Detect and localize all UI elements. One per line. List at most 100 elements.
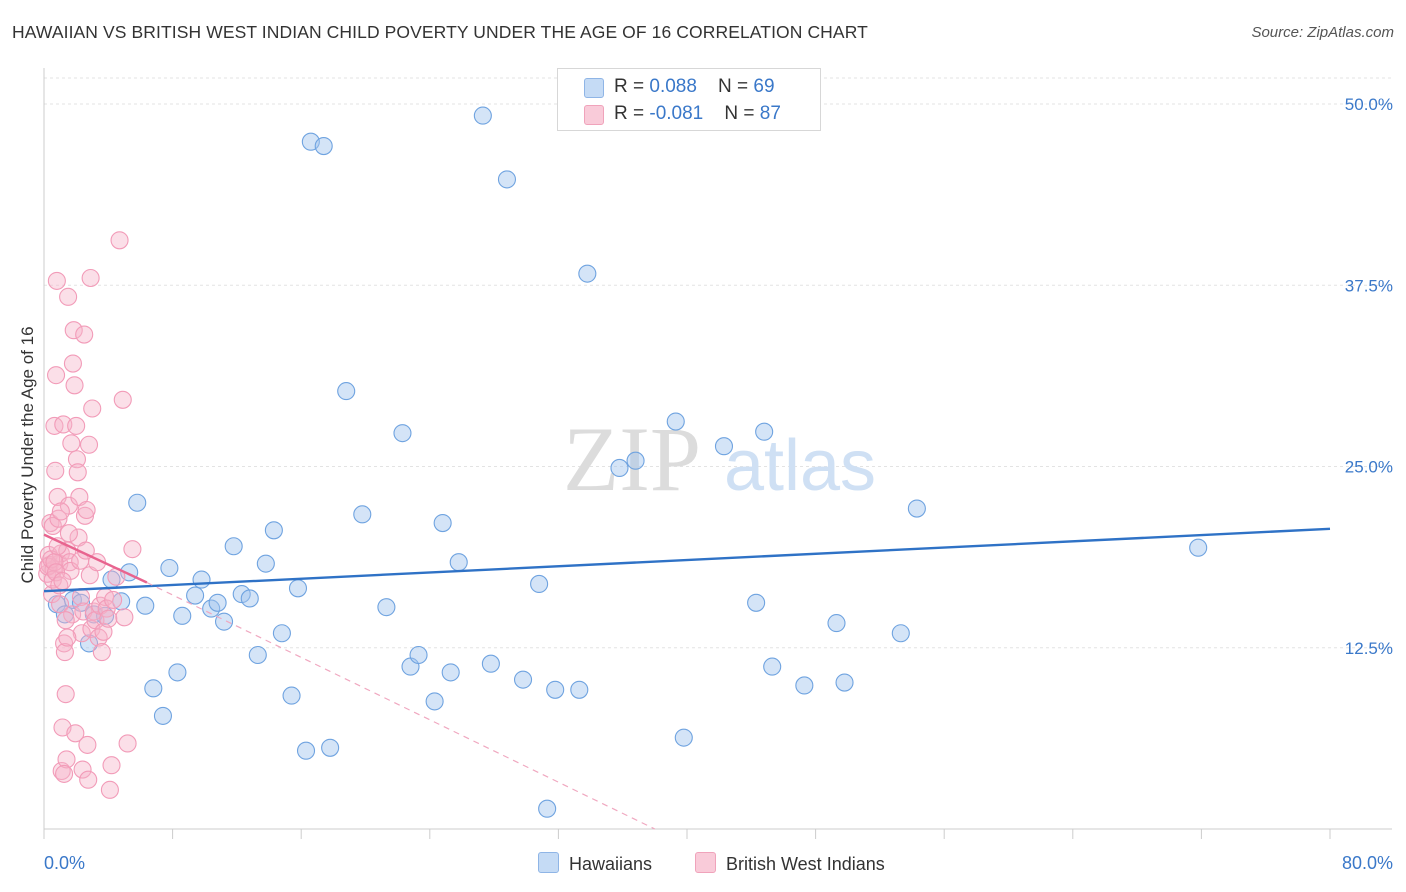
y-axis-label: Child Poverty Under the Age of 16 — [18, 326, 37, 584]
point-british-west-indians — [54, 415, 73, 434]
x-tick-label-max: 80.0% — [1342, 853, 1393, 873]
point-hawaiians — [256, 554, 275, 573]
point-british-west-indians — [73, 760, 92, 779]
legend-r-label: R = — [614, 103, 650, 124]
point-british-west-indians — [52, 761, 71, 781]
point-british-west-indians — [104, 590, 123, 609]
trend-line-british-west-indians — [43, 533, 148, 584]
point-hawaiians — [763, 657, 782, 676]
legend-swatch-british-west-indians — [584, 105, 604, 125]
point-british-west-indians — [92, 643, 111, 662]
point-hawaiians — [610, 458, 629, 478]
point-british-west-indians — [46, 461, 65, 480]
point-hawaiians — [795, 676, 814, 695]
point-british-west-indians — [75, 325, 94, 344]
point-hawaiians — [353, 505, 372, 524]
point-hawaiians — [409, 645, 428, 665]
legend-r-value: 0.088 — [649, 76, 697, 97]
point-hawaiians — [546, 680, 565, 699]
point-hawaiians — [173, 606, 192, 625]
trend-line-hawaiians — [43, 527, 1331, 593]
point-hawaiians — [208, 593, 227, 612]
point-hawaiians — [192, 570, 211, 589]
point-hawaiians — [337, 382, 356, 401]
chart-title: HAWAIIAN VS BRITISH WEST INDIAN CHILD PO… — [12, 22, 868, 42]
point-british-west-indians — [56, 611, 75, 630]
point-hawaiians — [272, 624, 291, 643]
point-british-west-indians — [66, 724, 85, 743]
legend-r-label: R = — [614, 76, 650, 97]
point-british-west-indians — [57, 750, 76, 769]
point-hawaiians — [433, 513, 452, 533]
point-hawaiians — [755, 422, 774, 441]
point-hawaiians — [136, 596, 155, 615]
y-tick-label: 25.0% — [1345, 458, 1393, 477]
point-hawaiians — [530, 574, 549, 594]
point-british-west-indians — [65, 376, 84, 395]
point-hawaiians — [240, 589, 259, 608]
point-hawaiians — [314, 137, 333, 156]
point-british-west-indians — [67, 416, 86, 435]
point-british-west-indians — [123, 540, 142, 559]
point-hawaiians — [481, 654, 500, 673]
point-hawaiians — [393, 424, 412, 443]
point-british-west-indians — [59, 287, 78, 306]
point-hawaiians — [153, 706, 173, 725]
legend-n-label: N = — [718, 76, 754, 97]
point-hawaiians — [747, 593, 766, 612]
point-british-west-indians — [51, 502, 70, 521]
watermark-atlas: atlas — [724, 426, 876, 506]
point-british-west-indians — [43, 516, 62, 536]
series-label-hawaiians: Hawaiians — [569, 854, 653, 874]
point-british-west-indians — [115, 608, 134, 627]
stats-legend: R = 0.088 N = 69 R = -0.081 N = 87 — [557, 68, 821, 131]
point-british-west-indians — [100, 780, 119, 799]
legend-n-value: 69 — [753, 76, 775, 97]
point-hawaiians — [441, 663, 460, 682]
series-legend-british-west-indians: British West Indians — [695, 852, 885, 875]
point-hawaiians — [79, 634, 99, 653]
point-british-west-indians — [77, 500, 96, 520]
point-british-west-indians — [102, 756, 121, 775]
point-hawaiians — [377, 598, 396, 617]
point-british-west-indians — [55, 643, 74, 662]
source-credit: Source: ZipAtlas.com — [1251, 24, 1394, 41]
point-hawaiians — [891, 624, 910, 643]
point-hawaiians — [513, 670, 533, 689]
axes — [43, 68, 1392, 839]
legend-n-value: 87 — [759, 103, 781, 124]
tick-labels: 12.5% 25.0% 37.5% 50.0% 0.0% 80.0% — [44, 95, 1393, 873]
point-british-west-indians — [89, 628, 108, 647]
point-british-west-indians — [47, 366, 66, 385]
point-british-west-indians — [81, 268, 100, 288]
legend-n-label: N = — [724, 103, 760, 124]
point-british-west-indians — [78, 735, 97, 754]
point-hawaiians — [55, 605, 74, 624]
point-hawaiians — [907, 499, 926, 518]
point-hawaiians — [425, 692, 444, 711]
point-british-west-indians — [118, 734, 137, 753]
point-british-west-indians — [110, 231, 129, 250]
point-british-west-indians — [56, 685, 75, 704]
point-hawaiians — [288, 579, 308, 598]
point-hawaiians — [321, 738, 340, 757]
x-tick-label-min: 0.0% — [44, 853, 85, 873]
point-hawaiians — [296, 741, 316, 760]
point-british-west-indians — [113, 390, 132, 409]
point-british-west-indians — [51, 595, 70, 614]
point-hawaiians — [473, 106, 492, 125]
series-label-british-west-indians: British West Indians — [726, 854, 885, 874]
point-hawaiians — [160, 558, 179, 578]
point-hawaiians — [570, 680, 589, 699]
point-british-west-indians — [62, 434, 81, 453]
point-british-west-indians — [55, 764, 74, 783]
series-swatch-british-west-indians — [695, 852, 716, 873]
point-british-west-indians — [49, 509, 68, 528]
point-british-west-indians — [58, 628, 77, 647]
point-british-west-indians — [99, 609, 118, 628]
point-hawaiians — [666, 412, 685, 431]
point-british-west-indians — [63, 354, 82, 373]
point-hawaiians — [538, 799, 557, 818]
point-hawaiians — [835, 673, 854, 692]
